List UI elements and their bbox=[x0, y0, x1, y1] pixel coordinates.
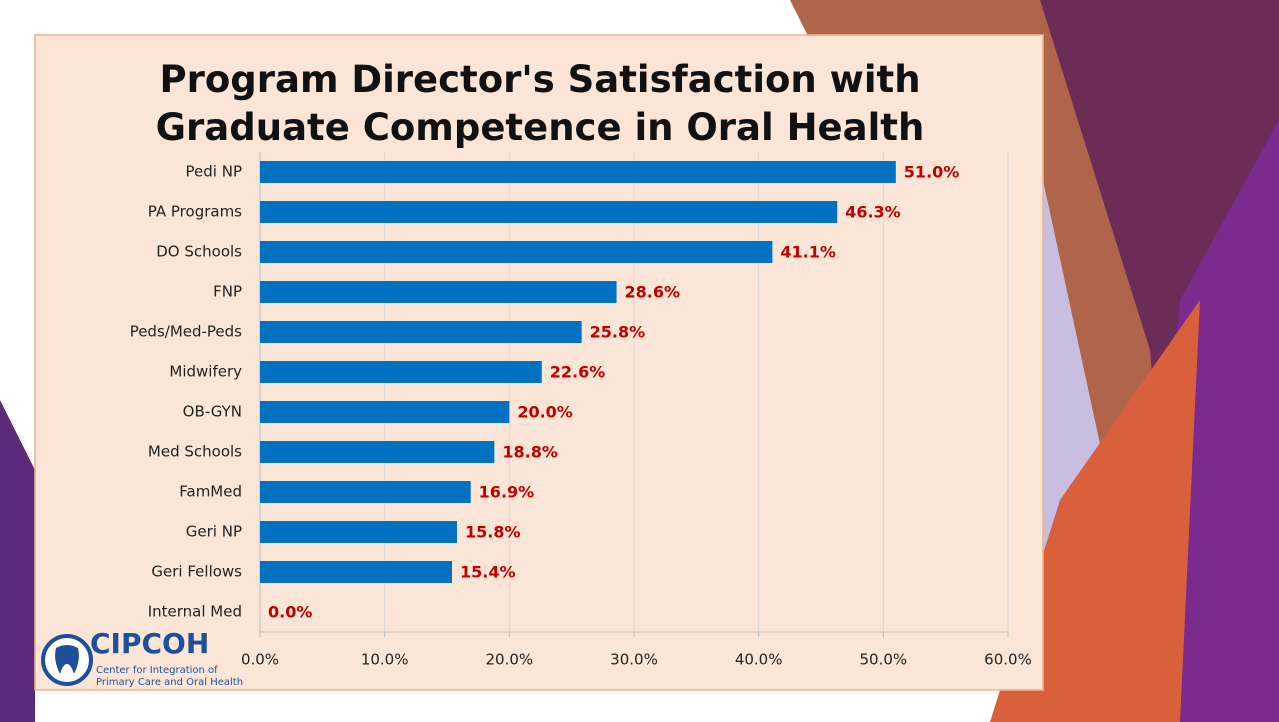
data-label: 22.6% bbox=[550, 363, 606, 382]
data-label: 46.3% bbox=[845, 203, 901, 222]
y-tick-label: Peds/Med-Peds bbox=[130, 323, 242, 341]
slide: CIPCOH Center for Integration of Primary… bbox=[0, 0, 1279, 722]
chart-title: Program Director's Satisfaction with Gra… bbox=[60, 56, 1020, 152]
logo-name: CIPCOH bbox=[90, 627, 209, 660]
data-label: 25.8% bbox=[590, 323, 646, 342]
y-tick-label: FNP bbox=[213, 283, 242, 301]
y-tick-label: Med Schools bbox=[148, 443, 242, 461]
data-label: 16.9% bbox=[479, 483, 535, 502]
data-label: 41.1% bbox=[780, 243, 836, 262]
bar bbox=[260, 241, 772, 263]
data-label: 15.8% bbox=[465, 523, 521, 542]
bar bbox=[260, 201, 837, 223]
y-tick-label: Pedi NP bbox=[186, 163, 242, 181]
bg-shape bbox=[0, 400, 35, 722]
bar bbox=[260, 521, 457, 543]
bar bbox=[260, 401, 509, 423]
bar bbox=[260, 361, 542, 383]
bar bbox=[260, 321, 582, 343]
bar bbox=[260, 561, 452, 583]
y-tick-label: OB-GYN bbox=[183, 403, 242, 421]
x-tick-label: 60.0% bbox=[984, 651, 1032, 669]
data-label: 18.8% bbox=[502, 443, 558, 462]
y-tick-label: Geri NP bbox=[186, 523, 242, 541]
x-tick-label: 50.0% bbox=[860, 651, 908, 669]
x-tick-label: 20.0% bbox=[486, 651, 534, 669]
bar bbox=[260, 161, 896, 183]
bar bbox=[260, 481, 471, 503]
x-tick-label: 40.0% bbox=[735, 651, 783, 669]
data-label: 15.4% bbox=[460, 563, 516, 582]
y-tick-label: Internal Med bbox=[148, 603, 242, 621]
x-tick-label: 10.0% bbox=[361, 651, 409, 669]
data-label: 0.0% bbox=[268, 603, 312, 622]
data-label: 28.6% bbox=[625, 283, 681, 302]
y-tick-label: DO Schools bbox=[156, 243, 242, 261]
bar bbox=[260, 441, 494, 463]
data-label: 20.0% bbox=[517, 403, 573, 422]
logo-line: Primary Care and Oral Health bbox=[96, 677, 243, 688]
y-tick-label: Geri Fellows bbox=[151, 563, 242, 581]
logo-line: Center for Integration of bbox=[96, 665, 218, 676]
data-label: 51.0% bbox=[904, 163, 960, 182]
y-tick-label: FamMed bbox=[179, 483, 242, 501]
x-tick-label: 0.0% bbox=[241, 651, 279, 669]
bar bbox=[260, 281, 617, 303]
x-tick-label: 30.0% bbox=[610, 651, 658, 669]
y-tick-label: PA Programs bbox=[148, 203, 242, 221]
y-tick-label: Midwifery bbox=[169, 363, 242, 381]
